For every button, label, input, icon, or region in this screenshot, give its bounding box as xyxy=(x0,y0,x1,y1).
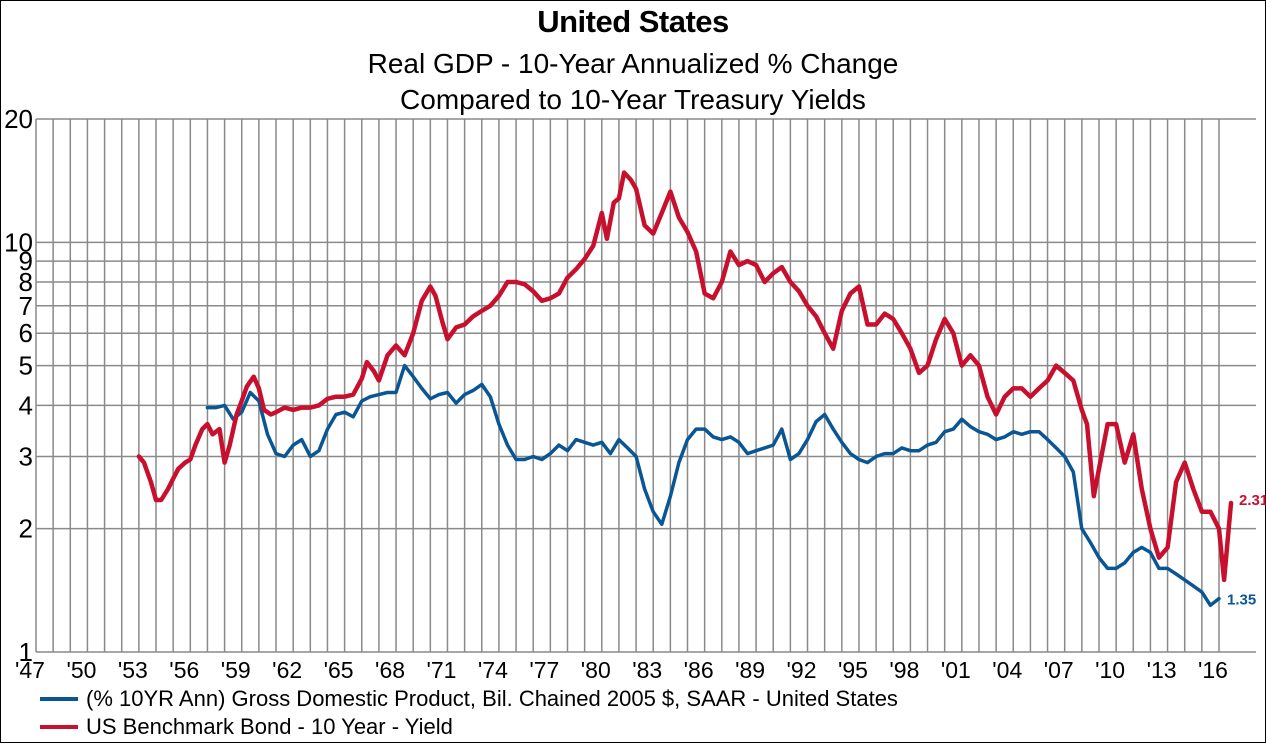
legend-swatch-gdp xyxy=(40,697,78,701)
legend-swatch-yield xyxy=(40,725,78,729)
x-tick-label: '53 xyxy=(118,657,148,683)
grid-vertical xyxy=(35,119,1220,652)
legend-item-gdp: (% 10YR Ann) Gross Domestic Product, Bil… xyxy=(40,686,898,712)
x-tick-label: '86 xyxy=(684,657,714,683)
x-tick-labels: '47 '50 '53 '56 '59 '62 '65 '68 '71 '74 '77 '80 '83 '… xyxy=(15,657,1228,683)
x-tick-label: '98 xyxy=(889,657,919,683)
y-tick-label: 3 xyxy=(19,442,33,472)
x-tick-label: '50 xyxy=(66,657,96,683)
y-tick-label: 5 xyxy=(19,351,33,381)
x-tick-label: '56 xyxy=(169,657,199,683)
x-tick-label: '47 xyxy=(15,657,45,683)
chart-subtitle-line-2: Compared to 10-Year Treasury Yields xyxy=(400,84,866,115)
legend-label-yield: US Benchmark Bond - 10 Year - Yield xyxy=(86,714,453,739)
legend-item-yield: US Benchmark Bond - 10 Year - Yield xyxy=(40,714,453,740)
x-tick-label: '92 xyxy=(787,657,817,683)
chart-title: United States xyxy=(537,4,729,39)
chart-subtitle-line-1: Real GDP - 10-Year Annualized % Change xyxy=(367,48,899,79)
end-label-yield: 2.31 xyxy=(1239,492,1266,509)
end-label-gdp: 1.35 xyxy=(1227,592,1256,609)
y-tick-label: 4 xyxy=(19,390,33,420)
y-tick-label: 8 xyxy=(19,267,33,297)
legend-label-gdp: (% 10YR Ann) Gross Domestic Product, Bil… xyxy=(86,686,898,711)
x-tick-label: '77 xyxy=(529,657,559,683)
y-tick-label: 1 xyxy=(19,637,33,667)
x-tick-label: '62 xyxy=(272,657,302,683)
x-tick-label: '89 xyxy=(735,657,765,683)
end-labels: 1.35 2.31 xyxy=(1227,492,1266,609)
x-tick-label: '83 xyxy=(632,657,662,683)
x-tick-label: '10 xyxy=(1095,657,1125,683)
x-tick-label: '16 xyxy=(1198,657,1228,683)
y-tick-label: 20 xyxy=(4,104,33,134)
y-tick-label: 10 xyxy=(4,227,33,257)
y-tick-label: 9 xyxy=(19,246,33,276)
x-tick-label: '07 xyxy=(1044,657,1074,683)
y-tick-label: 7 xyxy=(19,291,33,321)
x-tick-label: '74 xyxy=(478,657,508,683)
x-tick-label: '95 xyxy=(838,657,868,683)
y-tick-label: 6 xyxy=(19,318,33,348)
series-lines xyxy=(136,170,1234,608)
x-tick-label: '01 xyxy=(941,657,971,683)
series-line-yield xyxy=(136,170,1234,583)
x-tick-label: '68 xyxy=(375,657,405,683)
x-tick-label: '71 xyxy=(426,657,456,683)
x-tick-label: '80 xyxy=(581,657,611,683)
series-line-gdp xyxy=(205,363,1221,608)
x-tick-label: '13 xyxy=(1147,657,1177,683)
x-tick-label: '04 xyxy=(992,657,1022,683)
y-tick-label: 2 xyxy=(19,514,33,544)
x-tick-label: '65 xyxy=(324,657,354,683)
x-tick-label: '59 xyxy=(221,657,251,683)
